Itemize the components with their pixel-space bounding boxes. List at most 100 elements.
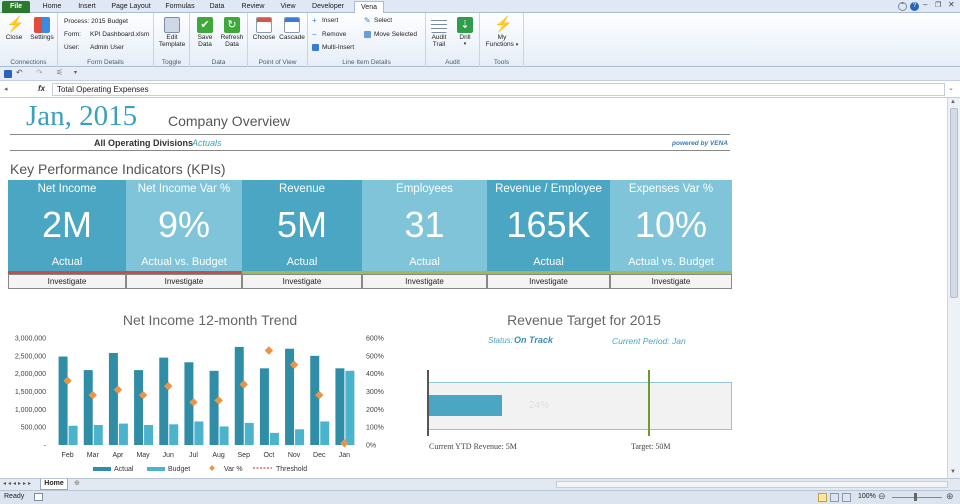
formula-input[interactable]: Total Operating Expenses (52, 83, 945, 96)
tab-home[interactable]: Home (42, 3, 62, 10)
group-form-details: Process: 2015 Budget Form: KPI Dashboard… (58, 13, 154, 67)
tab-page-layout[interactable]: Page Layout (111, 3, 151, 10)
kpi-tile: Employees 31 Actual (362, 180, 487, 272)
lightning-icon: ⚡ (6, 16, 25, 33)
investigate-button[interactable]: Investigate (487, 274, 610, 289)
help-icon[interactable]: ? (910, 2, 919, 11)
zoom-slider-thumb[interactable] (914, 493, 917, 501)
vertical-scrollbar[interactable]: ▲ ▼ (947, 98, 960, 478)
edit-template-button[interactable]: Edit Template (156, 17, 188, 48)
tab-insert[interactable]: Insert (78, 3, 96, 10)
actual-bar (259, 368, 269, 445)
kpi-value: 9% (157, 204, 211, 245)
save-data-button[interactable]: ✔ Save Data (197, 17, 213, 48)
kpi-tile: Net Income Var % 9% Actual vs. Budget (126, 180, 242, 272)
zoom-out-icon[interactable]: ⊖ (878, 491, 886, 501)
tab-file[interactable]: File (2, 1, 30, 13)
y-tick-label: 2,500,000 (15, 353, 46, 360)
kpi-status-bar (362, 271, 487, 274)
minimize-window-icon[interactable]: – (923, 0, 928, 9)
budget-bar (144, 425, 154, 445)
move-selected-button[interactable]: Move Selected (364, 31, 417, 38)
y2-tick-label: 100% (366, 425, 384, 432)
kpi-status-bar (126, 271, 242, 274)
format-icon[interactable]: ⚟ (56, 68, 64, 77)
my-functions-button[interactable]: ⚡ My Functions ▾ (485, 16, 519, 49)
kpi-footer: Actual (51, 256, 83, 268)
scroll-down-icon[interactable]: ▼ (950, 469, 956, 475)
actual-bar (134, 370, 144, 445)
investigate-button[interactable]: Investigate (362, 274, 487, 289)
current-period-label: Current Period: Jan (612, 336, 686, 346)
kpi-value: 31 (404, 204, 445, 245)
namebox-arrow-icon[interactable]: ◂ (4, 86, 8, 93)
group-toggle: Edit Template Toggle (154, 13, 190, 67)
scroll-up-icon[interactable]: ▲ (950, 99, 956, 105)
tab-developer[interactable]: Developer (312, 3, 344, 10)
y2-tick-label: 300% (366, 389, 384, 396)
multi-insert-button[interactable]: Multi-Insert (312, 44, 354, 51)
actual-bar (209, 370, 219, 445)
kpi-status-bar (8, 271, 126, 274)
var-pct-point (289, 360, 299, 369)
normal-view-icon[interactable] (818, 493, 827, 502)
tab-vena[interactable]: Vena (354, 1, 384, 13)
target-label: Target: 50M (631, 442, 671, 451)
group-point-of-view: Choose Cascade Point of View (248, 13, 308, 67)
drill-button[interactable]: ⇣ Drill ▾ (452, 17, 478, 48)
zoom-in-icon[interactable]: ⊕ (946, 491, 954, 501)
actual-bar (83, 370, 93, 445)
refresh-data-button[interactable]: ↻ Refresh Data (220, 17, 244, 48)
macro-record-icon[interactable] (34, 493, 43, 501)
kpi-title: Revenue / Employee (495, 183, 602, 195)
page-break-view-icon[interactable] (842, 493, 851, 502)
redo-icon[interactable]: ↷ (36, 68, 43, 77)
sheet-nav-icon[interactable]: ◂◂◂▸▸▸ (3, 481, 34, 487)
insert-button[interactable]: + Insert (312, 16, 339, 25)
ribbon-minimize-icon[interactable]: ⌃ (898, 2, 907, 11)
close-window-icon[interactable]: ✕ (948, 0, 955, 9)
kpi-title: Employees (396, 183, 453, 195)
save-icon[interactable] (4, 70, 12, 78)
target-gauge: 24% (428, 382, 732, 430)
multi-insert-icon (312, 44, 319, 51)
investigate-button[interactable]: Investigate (610, 274, 732, 289)
customize-toolbar-icon[interactable]: ▾ (74, 70, 78, 76)
horizontal-scrollbar[interactable] (556, 481, 948, 488)
tab-data[interactable]: Data (209, 3, 225, 10)
restore-window-icon[interactable]: ❐ (935, 2, 942, 9)
pencil-icon: ✎ (364, 16, 371, 25)
kpi-footer: Actual (286, 256, 318, 268)
remove-button[interactable]: − Remove (312, 30, 347, 39)
report-month: Jan, 2015 (26, 100, 138, 132)
cascade-button[interactable]: Cascade (278, 17, 306, 41)
sheet-tab-home[interactable]: Home (40, 479, 68, 490)
zoom-slider[interactable] (892, 497, 942, 498)
budget-bar (194, 421, 204, 445)
close-button[interactable]: ⚡ Close (5, 16, 25, 42)
tab-review[interactable]: Review (241, 3, 265, 10)
investigate-button[interactable]: Investigate (242, 274, 362, 289)
investigate-button[interactable]: Investigate (8, 274, 126, 289)
y2-tick-label: 400% (366, 371, 384, 378)
kpi-value: 2M (41, 204, 92, 245)
functions-dropdown-icon: ▾ (515, 42, 519, 48)
select-button[interactable]: ✎ Select (364, 16, 393, 25)
tab-view[interactable]: View (280, 3, 296, 10)
investigate-button[interactable]: Investigate (126, 274, 242, 289)
settings-button[interactable]: Settings (27, 17, 57, 41)
page-layout-view-icon[interactable] (830, 493, 839, 502)
expand-formula-icon[interactable]: ⌄ (948, 85, 954, 92)
budget-bar (93, 425, 103, 445)
var-pct-point (340, 438, 349, 448)
kpi-tile: Revenue / Employee 165K Actual (487, 180, 610, 272)
audit-trail-button[interactable]: Audit Trail (426, 17, 452, 48)
group-audit: Audit Trail ⇣ Drill ▾ Audit (426, 13, 480, 67)
undo-icon[interactable]: ↶ (16, 68, 23, 77)
new-sheet-icon[interactable]: ⊕ (74, 480, 80, 487)
minus-icon: − (312, 30, 317, 39)
scroll-thumb[interactable] (950, 108, 958, 298)
var-pct-point (189, 397, 198, 407)
choose-button[interactable]: Choose (250, 17, 278, 41)
tab-formulas[interactable]: Formulas (165, 3, 195, 10)
